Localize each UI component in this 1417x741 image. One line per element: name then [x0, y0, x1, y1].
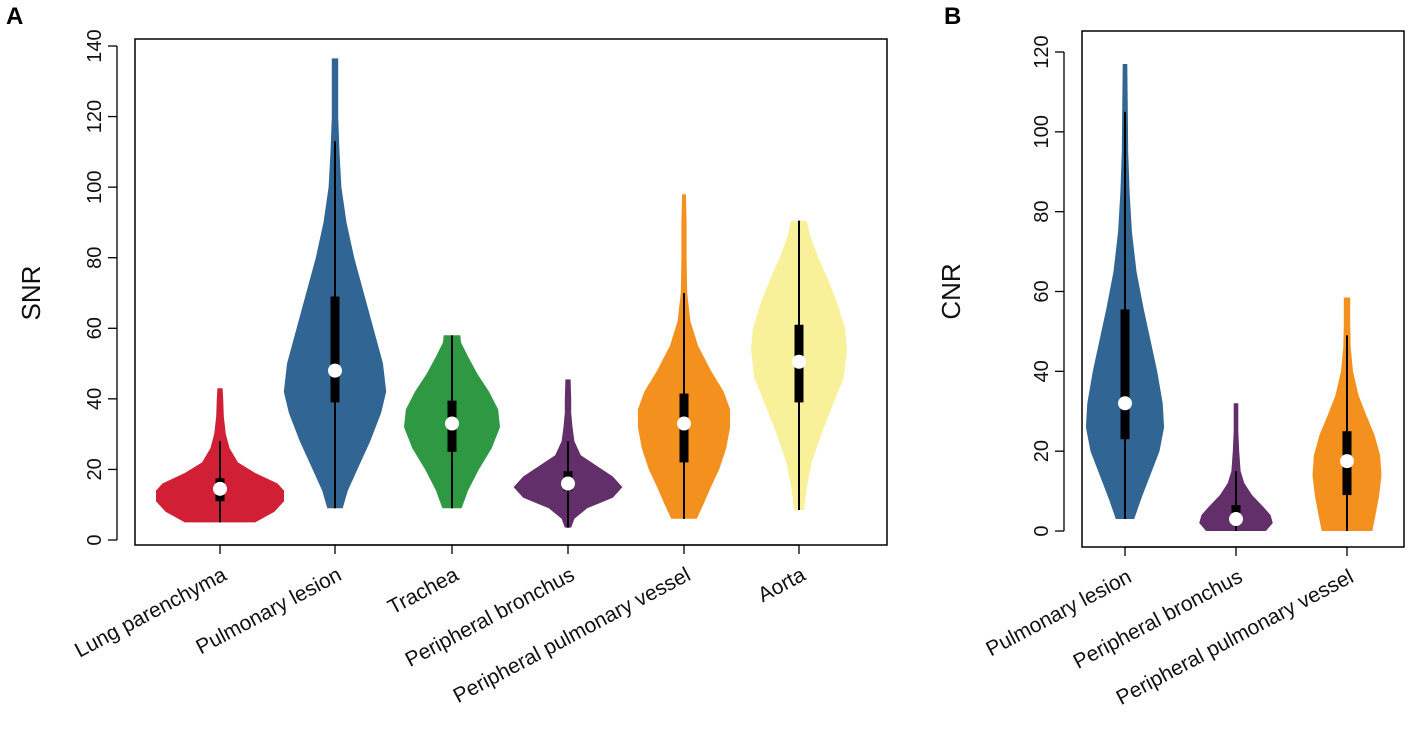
- y-axis-title: CNR: [936, 263, 966, 319]
- violin-peripheral-pulmonary-vessel: [637, 194, 731, 519]
- panel-label: B: [944, 3, 961, 30]
- violin-pulmonary-lesion: [1085, 64, 1165, 520]
- x-tick-label-trachea: Trachea: [384, 563, 462, 619]
- x-tick-label-aorta: Aorta: [754, 563, 809, 607]
- violin-pulmonary-lesion: [283, 58, 387, 509]
- violin-peripheral-bronchus: [1199, 403, 1273, 531]
- median-dot: [445, 416, 459, 431]
- y-tick-label: 120: [1031, 35, 1053, 68]
- y-tick-label: 100: [1031, 115, 1053, 148]
- median-dot: [1229, 512, 1243, 527]
- violin-aorta: [751, 220, 847, 511]
- median-dot: [1340, 454, 1354, 469]
- violin-trachea: [404, 335, 500, 509]
- median-dot: [792, 354, 806, 369]
- y-tick-label: 140: [84, 29, 106, 62]
- panel-label: A: [6, 3, 23, 30]
- iqr-box: [1120, 309, 1130, 440]
- y-tick-label: 40: [1031, 360, 1053, 382]
- y-tick-label: 80: [1031, 201, 1053, 223]
- y-tick-label: 80: [84, 247, 106, 269]
- violin-peripheral-pulmonary-vessel: [1312, 297, 1382, 531]
- y-tick-label: 0: [84, 534, 106, 545]
- median-dot: [213, 481, 227, 496]
- y-tick-label: 60: [84, 317, 106, 339]
- y-tick-label: 60: [1031, 280, 1053, 302]
- median-dot: [561, 476, 575, 491]
- median-dot: [1118, 396, 1132, 411]
- median-dot: [677, 416, 691, 431]
- y-tick-label: 0: [1031, 525, 1053, 536]
- y-tick-label: 120: [84, 100, 106, 133]
- y-tick-label: 100: [84, 170, 106, 203]
- y-tick-label: 20: [1031, 440, 1053, 462]
- violin-peripheral-bronchus: [513, 379, 623, 528]
- y-tick-label: 20: [84, 458, 106, 480]
- y-axis-title: SNR: [16, 266, 46, 321]
- violin-lung-parenchyma: [156, 388, 284, 523]
- iqr-box: [330, 296, 340, 403]
- y-tick-label: 40: [84, 388, 106, 410]
- violin-body: [1199, 403, 1273, 531]
- median-dot: [328, 363, 342, 378]
